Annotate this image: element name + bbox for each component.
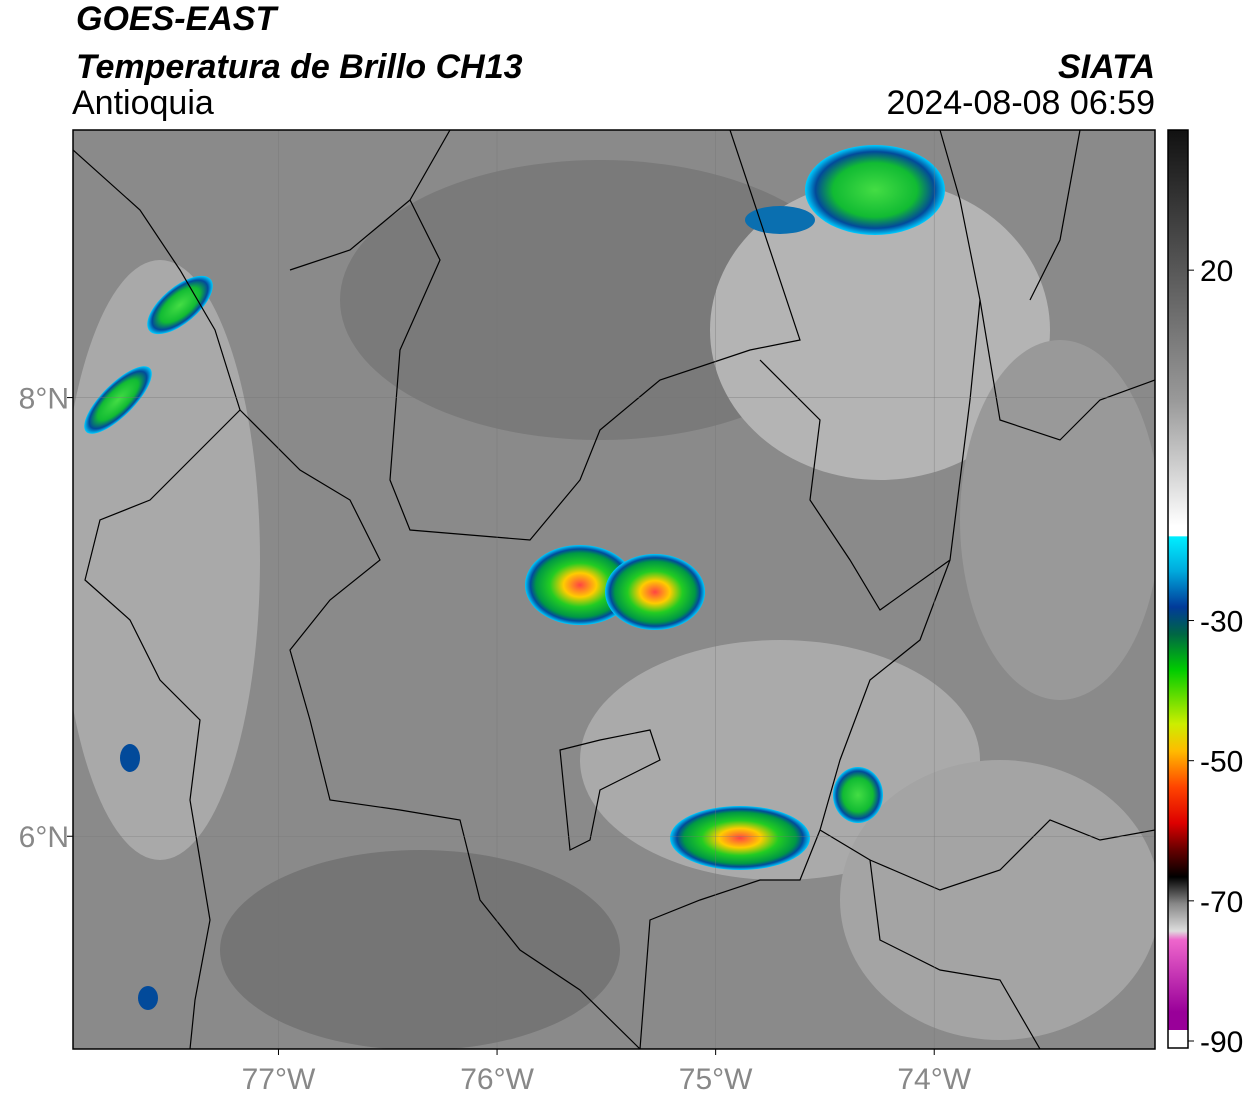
y-tick-label: 8°N xyxy=(19,383,69,416)
map-image xyxy=(73,130,1155,1049)
storm xyxy=(670,806,810,870)
storm xyxy=(525,545,635,625)
datetime: 2024-08-08 06:59 xyxy=(887,84,1155,122)
title: GOES-EAST xyxy=(76,0,279,38)
storm xyxy=(745,206,815,234)
x-tick-label: 74°W xyxy=(897,1063,971,1096)
grid xyxy=(67,130,1155,1055)
colorbar-tick-label: -90 xyxy=(1200,1026,1243,1059)
x-tick-label: 77°W xyxy=(242,1063,316,1096)
colorbar-under xyxy=(1168,1030,1188,1048)
x-tick-label: 75°W xyxy=(679,1063,753,1096)
colorbar-frame xyxy=(1167,129,1189,1049)
cloud xyxy=(840,760,1155,1040)
cloud xyxy=(710,180,1050,480)
borders xyxy=(73,130,1155,1049)
colorbar xyxy=(1168,130,1188,1030)
region: Antioquia xyxy=(72,84,214,122)
storm xyxy=(147,275,213,335)
storm xyxy=(805,145,945,235)
storm xyxy=(84,366,152,434)
cloud xyxy=(960,340,1155,700)
subtitle: Temperatura de Brillo CH13 xyxy=(76,48,523,86)
colorbar-tick-label: -50 xyxy=(1200,746,1243,779)
y-tick-label: 6°N xyxy=(19,821,69,854)
storm xyxy=(605,554,705,630)
storm xyxy=(120,744,140,772)
cloud xyxy=(220,850,620,1049)
colorbar-tick-label: -30 xyxy=(1200,606,1243,639)
source: SIATA xyxy=(1058,48,1155,86)
map-frame xyxy=(72,129,1156,1050)
colorbar-tick-label: 20 xyxy=(1200,255,1233,288)
colorbar-tick-label: -70 xyxy=(1200,886,1243,919)
storm xyxy=(138,986,158,1010)
x-tick-label: 76°W xyxy=(460,1063,534,1096)
storm xyxy=(833,767,883,823)
